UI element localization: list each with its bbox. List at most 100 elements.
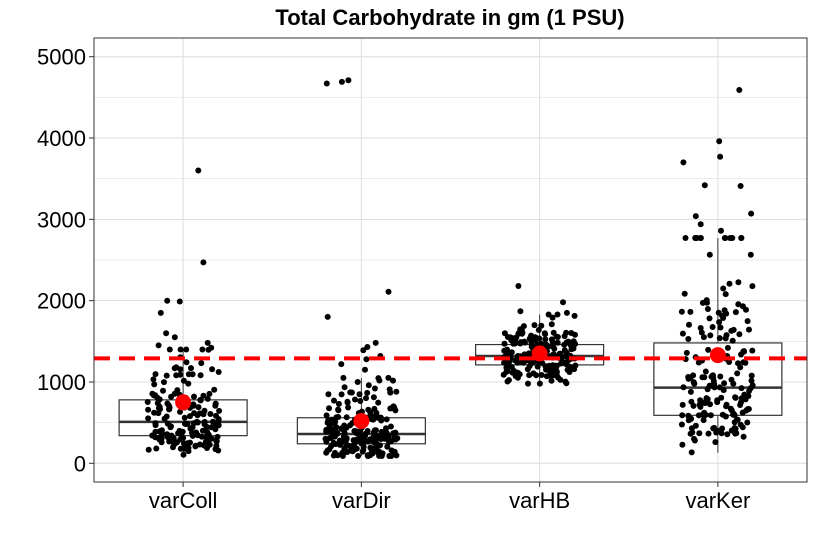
outlier-point-varKer [748, 210, 755, 217]
data-point-varDir [354, 379, 361, 385]
data-point-varKer [689, 429, 696, 436]
outlier-point-varDir [323, 80, 330, 87]
data-point-varKer [744, 318, 751, 325]
data-point-varHB [563, 353, 570, 360]
data-point-varDir [371, 405, 378, 412]
outlier-point-varKer [718, 227, 724, 234]
data-point-varColl [214, 419, 221, 426]
data-point-varKer [728, 427, 735, 434]
data-point-varColl [158, 433, 165, 440]
data-point-varKer [707, 401, 713, 408]
data-point-varKer [679, 330, 686, 337]
data-point-varColl [198, 360, 205, 367]
data-point-varKer [724, 431, 731, 438]
data-point-varDir [390, 430, 397, 437]
data-point-varKer [739, 424, 746, 431]
x-tick-label-varHB: varHB [509, 488, 570, 513]
data-point-varHB [509, 369, 516, 376]
data-point-varDir [387, 389, 394, 396]
data-point-varKer [733, 430, 740, 437]
data-point-varKer [732, 394, 739, 401]
data-point-varKer [707, 412, 714, 419]
outlier-point-varColl [176, 298, 183, 305]
mean-marker-varColl [175, 394, 192, 411]
data-point-varColl [200, 411, 207, 418]
data-point-varColl [150, 376, 157, 383]
data-point-varKer [723, 403, 730, 410]
outlier-point-varDir [360, 347, 367, 354]
data-point-varKer [679, 412, 686, 419]
outlier-point-varHB [560, 299, 566, 306]
data-point-varHB [548, 377, 555, 384]
data-point-varKer [719, 411, 726, 418]
data-point-varColl [144, 399, 151, 405]
data-point-varKer [745, 406, 752, 412]
axes: 0 1000 2000 3000 4000 5000 varColl varDir varHB v… [37, 45, 750, 513]
data-point-varDir [335, 407, 342, 414]
data-point-varKer [738, 399, 744, 406]
y-tick-label: 1000 [37, 370, 86, 395]
data-point-varKer [744, 419, 751, 426]
data-point-varDir [368, 416, 375, 423]
data-point-varKer [680, 384, 687, 391]
data-point-varKer [692, 422, 699, 429]
data-point-varKer [736, 331, 743, 338]
data-point-varHB [512, 357, 519, 364]
data-point-varColl [174, 439, 180, 446]
data-point-varKer [701, 374, 708, 381]
data-point-varColl [177, 366, 184, 373]
data-point-varKer [700, 334, 707, 341]
data-point-varHB [542, 341, 549, 348]
data-point-varColl [166, 406, 173, 413]
data-point-varDir [375, 375, 382, 382]
outlier-point-varDir [338, 361, 345, 368]
outlier-point-varDir [363, 356, 370, 363]
data-point-varKer [710, 425, 717, 432]
data-point-varKer [731, 419, 738, 426]
data-point-varColl [199, 427, 206, 434]
data-point-varHB [550, 343, 557, 350]
data-point-varHB [570, 339, 577, 346]
data-point-varColl [191, 410, 198, 417]
data-point-varHB [545, 365, 552, 372]
data-point-varColl [163, 372, 170, 379]
data-point-varColl [161, 379, 167, 386]
data-point-varDir [353, 430, 360, 437]
data-point-varDir [340, 449, 347, 456]
data-point-varKer [713, 429, 720, 436]
data-point-varKer [714, 397, 721, 404]
data-point-varColl [206, 390, 213, 397]
data-point-varDir [344, 398, 351, 405]
data-point-varDir [370, 439, 377, 446]
data-point-varDir [388, 447, 395, 454]
data-point-varColl [177, 408, 183, 415]
outlier-point-varHB [515, 283, 522, 289]
data-point-varDir [373, 444, 380, 451]
data-point-varHB [542, 336, 549, 343]
data-point-varKer [679, 401, 686, 408]
data-point-varDir [369, 450, 376, 457]
outlier-point-varDir [364, 344, 371, 350]
data-point-varColl [156, 403, 163, 410]
outlier-point-varDir [362, 366, 368, 373]
data-point-varKer [688, 398, 695, 405]
data-point-varKer [719, 425, 726, 432]
data-point-varDir [331, 397, 337, 404]
data-point-varKer [738, 235, 745, 241]
x-tick-label-varColl: varColl [149, 488, 217, 513]
outlier-point-varKer [717, 153, 724, 160]
outlier-point-varColl [163, 330, 170, 337]
outlier-point-varDir [372, 339, 379, 346]
data-point-varColl [197, 397, 204, 403]
data-point-varKer [702, 368, 709, 375]
data-point-varKer [690, 379, 697, 386]
data-point-varColl [164, 420, 171, 427]
data-point-varDir [384, 443, 391, 450]
data-point-varKer [704, 306, 711, 312]
data-point-varColl [145, 415, 152, 422]
data-point-varKer [702, 399, 709, 406]
data-point-varColl [166, 346, 173, 353]
data-point-varHB [525, 380, 531, 387]
data-point-varColl [209, 366, 216, 373]
data-point-varColl [177, 371, 184, 378]
